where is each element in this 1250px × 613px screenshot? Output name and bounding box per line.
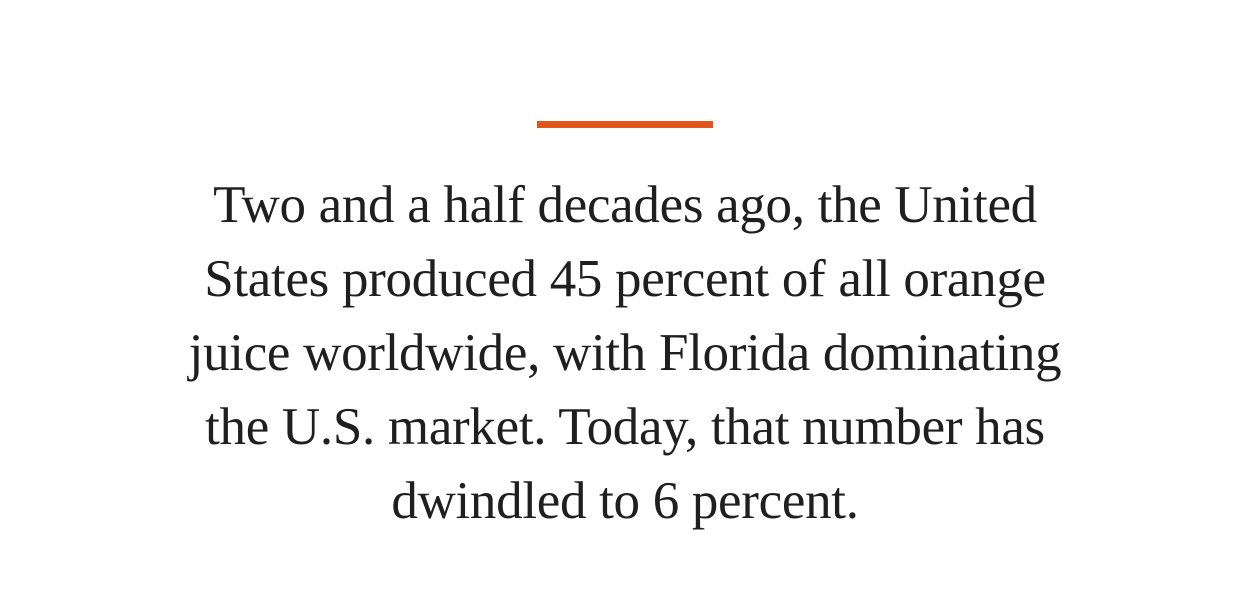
pull-quote: Two and a half decades ago, the United St… — [0, 168, 1250, 538]
quote-line: dwindled to 6 percent. — [391, 472, 859, 530]
quote-line: States produced 45 percent of all orange — [204, 250, 1046, 308]
accent-rule — [537, 121, 713, 128]
quote-line: juice worldwide, with Florida dominating — [188, 324, 1062, 382]
quote-line: Two and a half decades ago, the United — [213, 176, 1037, 234]
quote-line: the U.S. market. Today, that number has — [205, 398, 1045, 456]
